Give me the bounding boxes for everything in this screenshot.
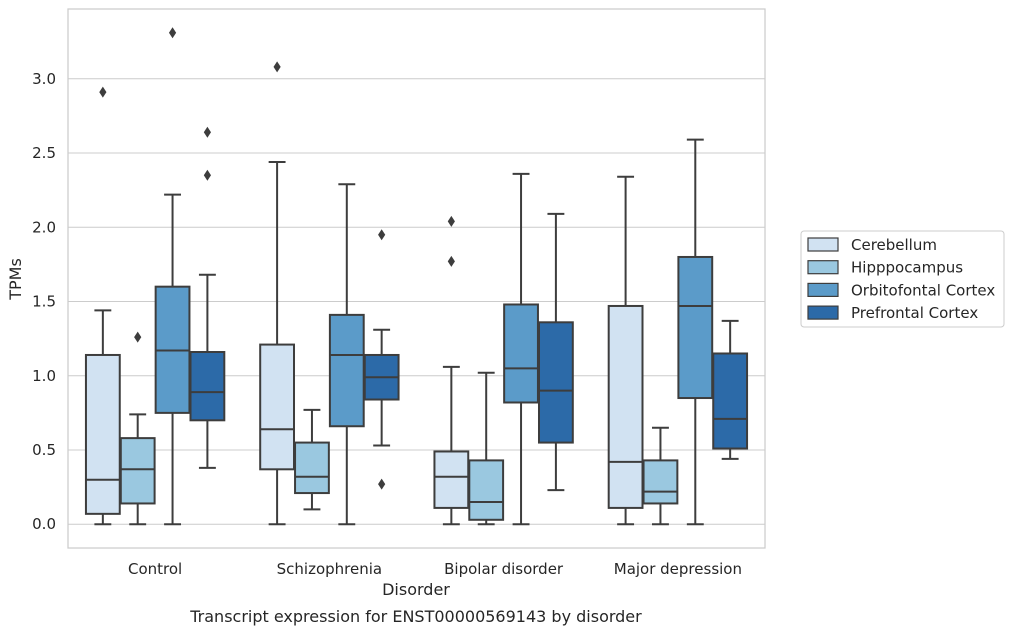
x-tick-label: Major depression [614, 560, 742, 578]
legend-swatch [807, 237, 839, 252]
x-tick-label: Control [128, 560, 182, 578]
box-body [607, 304, 644, 509]
legend-label: Cerebellum [851, 236, 937, 254]
x-tick-label: Bipolar disorder [444, 560, 564, 578]
box-body [328, 313, 365, 428]
y-tick-label: 1.5 [32, 293, 56, 311]
box [607, 175, 644, 526]
box [642, 426, 679, 526]
box-body [503, 303, 539, 404]
y-tick-label: 2.0 [32, 218, 56, 236]
box-body [259, 343, 296, 471]
chart-caption: Transcript expression for ENST0000056914… [189, 607, 642, 626]
y-tick-labels: 0.0 0.5 1.0 1.5 2.0 2.5 3.0 [32, 70, 56, 533]
box [537, 212, 574, 492]
legend-item: Prefrontal Cortex [807, 304, 978, 322]
outlier-point [447, 255, 455, 267]
x-tick-labels: Control Schizophrenia Bipolar disorder Majo… [128, 560, 742, 578]
box [154, 27, 191, 526]
outlier-point [378, 229, 386, 241]
y-tick-label: 3.0 [32, 70, 56, 88]
y-axis-title: TPMs [6, 258, 25, 301]
box-body [677, 255, 714, 400]
box-body [712, 352, 749, 450]
legend-item: Cerebellum [807, 236, 937, 254]
legend-label: Orbitofontal Cortex [851, 281, 995, 299]
box-body [294, 441, 330, 495]
box [84, 86, 121, 526]
legend-swatch [807, 260, 839, 275]
box-body [468, 459, 505, 521]
box [433, 215, 470, 526]
box [294, 408, 330, 511]
legend-label: Hipppocampus [851, 259, 963, 277]
box [363, 229, 400, 490]
outlier-point [203, 126, 211, 138]
outlier-point [447, 215, 455, 227]
legend-label: Prefrontal Cortex [851, 304, 978, 322]
y-tick-label: 0.5 [32, 441, 56, 459]
plot-frame [67, 8, 766, 549]
box [259, 61, 296, 526]
legend-item: Orbitofontal Cortex [807, 281, 995, 299]
x-axis-title: Disorder [382, 580, 450, 599]
box-layer [84, 27, 749, 526]
outlier-point [273, 61, 281, 73]
box-body [433, 450, 470, 509]
outlier-point [203, 169, 211, 181]
box [503, 172, 539, 526]
outlier-point [99, 86, 107, 98]
box-body [537, 321, 574, 444]
outlier-point [134, 331, 142, 343]
box [468, 371, 505, 526]
y-tick-label: 0.0 [32, 515, 56, 533]
box-body [189, 351, 226, 422]
legend-item: Hipppocampus [807, 259, 963, 277]
y-tick-label: 2.5 [32, 144, 56, 162]
outlier-point [378, 478, 386, 490]
box-body [642, 459, 679, 505]
box [119, 331, 156, 526]
box-body [84, 353, 121, 515]
box [328, 183, 365, 526]
box-body [119, 437, 156, 505]
legend-swatch [807, 282, 839, 297]
box [677, 138, 714, 526]
legend: Cerebellum Hipppocampus Orbitofontal Corte… [800, 230, 1005, 328]
y-tick-label: 1.0 [32, 367, 56, 385]
legend-swatch [807, 305, 839, 320]
box [712, 319, 749, 460]
legend-frame [800, 230, 1005, 328]
outlier-point [168, 27, 177, 39]
box [189, 126, 226, 469]
x-tick-label: Schizophrenia [277, 560, 382, 578]
